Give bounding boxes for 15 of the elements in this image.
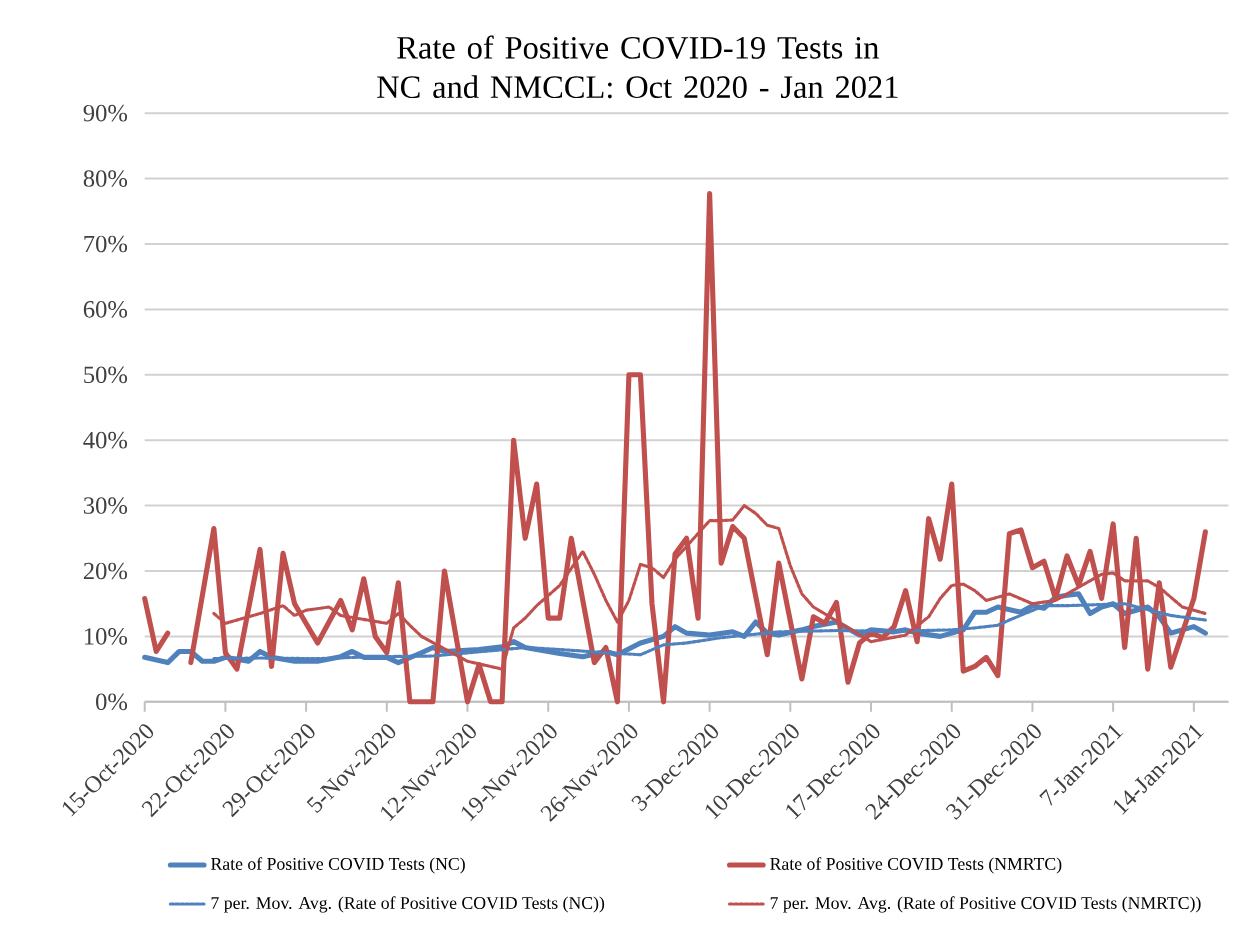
y-tick-label: 90% xyxy=(83,104,128,122)
y-tick-label: 30% xyxy=(83,497,128,514)
chart-title: Rate of Positive COVID-19 Tests in NC and NMCCL: Oct 2020 - Jan 2021 xyxy=(377,35,898,99)
legend-label: 7 per. Mov. Avg. (Rate of Positive COVID Tests (NMRTC)) xyxy=(770,896,1201,913)
legend-label: Rate of Positive COVID Tests (NC) xyxy=(211,857,465,874)
y-tick-label: 80% xyxy=(83,170,128,187)
legend-label: 7 per. Mov. Avg. (Rate of Positive COVID Tests (NC)) xyxy=(211,896,605,913)
y-tick-label: 50% xyxy=(84,366,128,384)
y-tick-label: 20% xyxy=(83,562,128,580)
y-tick-label: 70% xyxy=(84,235,128,253)
y-tick-label: 40% xyxy=(83,431,128,449)
y-tick-label: 0% xyxy=(96,693,128,711)
y-tick-label: 10% xyxy=(84,628,128,645)
y-tick-label: 60% xyxy=(83,301,128,318)
legend-label: Rate of Positive COVID Tests (NMRTC) xyxy=(770,857,1062,874)
